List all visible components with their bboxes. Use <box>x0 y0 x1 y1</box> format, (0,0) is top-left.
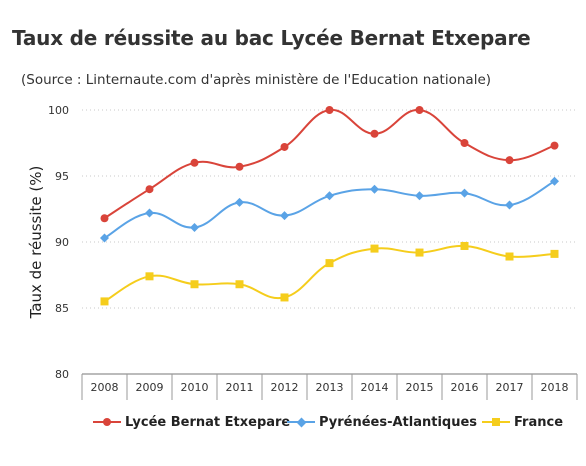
data-point-france <box>325 259 334 268</box>
data-point-lycee-bernat-etxepare <box>460 139 469 147</box>
data-point-france <box>235 280 244 289</box>
legend-swatch <box>93 411 121 433</box>
data-point-pyrenees-atlantiques <box>370 184 379 194</box>
x-tick-label: 2008 <box>91 381 119 394</box>
x-tick-label: 2014 <box>361 381 389 394</box>
data-point-france <box>280 293 289 302</box>
legend-item-france: France <box>482 411 563 433</box>
data-point-lycee-bernat-etxepare <box>190 158 199 167</box>
x-tick-label: 2010 <box>181 381 209 394</box>
data-point-lycee-bernat-etxepare <box>370 129 379 138</box>
chart-legend: Lycée Bernat Etxepare Pyrénées-Atlantique… <box>0 411 586 435</box>
data-point-pyrenees-atlantiques <box>325 191 334 201</box>
series-line-france <box>103 244 555 303</box>
y-tick-label: 90 <box>55 236 69 249</box>
data-point-lycee-bernat-etxepare <box>280 142 289 151</box>
legend-item-pyrenees-atlantiques: Pyrénées-Atlantiques <box>287 411 477 433</box>
data-point-france <box>415 248 424 257</box>
x-tick-label: 2009 <box>136 381 164 394</box>
data-point-pyrenees-atlantiques <box>100 233 109 243</box>
data-point-pyrenees-atlantiques <box>505 200 514 210</box>
data-point-france <box>370 244 379 253</box>
chart-subtitle: (Source : Linternaute.com d'après minist… <box>21 72 492 88</box>
legend-item-lycee-bernat-etxepare: Lycée Bernat Etxepare <box>93 411 290 433</box>
legend-swatch <box>287 411 315 433</box>
data-point-lycee-bernat-etxepare <box>505 156 514 165</box>
legend-label: Lycée Bernat Etxepare <box>125 414 291 430</box>
data-point-pyrenees-atlantiques <box>460 188 469 198</box>
data-point-lycee-bernat-etxepare <box>100 214 109 223</box>
series-line-pyrenees-atlantiques <box>103 180 555 239</box>
data-point-lycee-bernat-etxepare <box>325 106 334 114</box>
data-point-france <box>190 280 199 289</box>
y-tick-label: 85 <box>55 302 69 315</box>
data-point-lycee-bernat-etxepare <box>235 162 244 171</box>
x-tick-label: 2012 <box>271 381 299 394</box>
data-point-pyrenees-atlantiques <box>145 208 154 218</box>
data-point-lycee-bernat-etxepare <box>145 185 154 194</box>
data-point-pyrenees-atlantiques <box>280 211 289 221</box>
data-point-france <box>505 252 514 261</box>
x-tick-label: 2017 <box>496 381 524 394</box>
data-point-france <box>100 297 109 306</box>
y-tick-label: 80 <box>55 368 69 381</box>
data-point-pyrenees-atlantiques <box>235 197 244 207</box>
data-point-france <box>460 241 469 250</box>
data-point-pyrenees-atlantiques <box>550 176 559 186</box>
x-tick-label: 2016 <box>451 381 479 394</box>
data-point-france <box>550 249 559 258</box>
data-point-pyrenees-atlantiques <box>190 222 199 232</box>
x-tick-label: 2013 <box>316 381 344 394</box>
x-tick-label: 2011 <box>226 381 254 394</box>
y-tick-label: 95 <box>55 170 69 183</box>
x-tick-label: 2015 <box>406 381 434 394</box>
data-point-lycee-bernat-etxepare <box>415 106 424 114</box>
x-tick-label: 2018 <box>541 381 569 394</box>
data-point-pyrenees-atlantiques <box>415 191 424 201</box>
data-point-lycee-bernat-etxepare <box>550 141 559 150</box>
chart-title: Taux de réussite au bac Lycée Bernat Etx… <box>12 26 531 50</box>
series-line-lycee-bernat-etxepare <box>103 108 555 220</box>
legend-swatch <box>482 411 510 433</box>
y-tick-label: 100 <box>48 104 69 117</box>
data-point-france <box>145 272 154 281</box>
legend-label: Pyrénées-Atlantiques <box>319 414 478 430</box>
legend-label: France <box>514 414 564 430</box>
